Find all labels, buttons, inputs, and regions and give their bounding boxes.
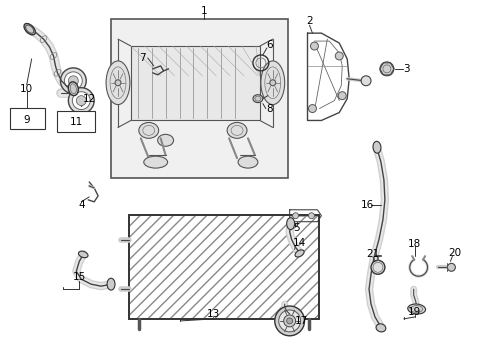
Text: 10: 10 [20,84,33,94]
Text: 18: 18 [407,239,421,248]
Ellipse shape [286,318,292,324]
Text: 13: 13 [206,309,220,319]
Text: 7: 7 [139,53,146,63]
Ellipse shape [139,122,158,138]
Text: 12: 12 [82,94,96,104]
Ellipse shape [61,68,86,94]
Ellipse shape [294,250,304,257]
Text: 5: 5 [293,222,299,233]
Text: 6: 6 [266,40,273,50]
Ellipse shape [64,72,82,90]
Text: 16: 16 [360,200,373,210]
Ellipse shape [292,213,298,219]
Text: 19: 19 [407,307,421,317]
Bar [10,108,44,129]
Ellipse shape [372,141,380,153]
Ellipse shape [278,310,300,332]
Ellipse shape [72,92,90,109]
Ellipse shape [78,251,88,258]
Ellipse shape [143,156,167,168]
Text: 4: 4 [78,200,84,210]
Text: 2: 2 [305,16,312,26]
Ellipse shape [24,23,35,35]
Ellipse shape [286,218,294,230]
Ellipse shape [360,76,370,86]
Ellipse shape [107,278,115,290]
Ellipse shape [157,134,173,146]
Ellipse shape [370,260,384,274]
Ellipse shape [269,80,275,86]
Ellipse shape [308,105,316,113]
Ellipse shape [238,156,257,168]
Ellipse shape [226,122,246,138]
Text: 3: 3 [403,64,409,74]
Bar [129,215,319,319]
Bar [131,46,259,121]
Ellipse shape [335,52,343,60]
Ellipse shape [375,324,385,332]
Ellipse shape [260,61,284,105]
Ellipse shape [379,62,393,76]
Text: 1: 1 [201,6,207,16]
Ellipse shape [407,304,425,314]
Text: 20: 20 [447,248,460,258]
Text: 21: 21 [366,249,379,260]
Ellipse shape [308,213,314,219]
Bar [129,215,319,319]
Ellipse shape [68,88,94,113]
Ellipse shape [252,95,263,103]
Text: 15: 15 [73,272,86,282]
Ellipse shape [283,315,295,327]
Ellipse shape [274,306,304,336]
Bar [57,111,95,132]
Ellipse shape [68,82,78,96]
Ellipse shape [447,264,454,271]
Ellipse shape [106,61,130,105]
Text: 11: 11 [70,117,83,127]
Ellipse shape [310,42,318,50]
Bar [130,216,318,318]
Ellipse shape [115,80,121,86]
Text: 9: 9 [23,116,30,126]
Ellipse shape [68,76,78,86]
Ellipse shape [338,92,346,100]
Text: 14: 14 [292,238,305,248]
Text: 8: 8 [266,104,273,113]
Ellipse shape [76,96,86,105]
Text: 17: 17 [294,316,307,326]
Bar [111,19,287,178]
